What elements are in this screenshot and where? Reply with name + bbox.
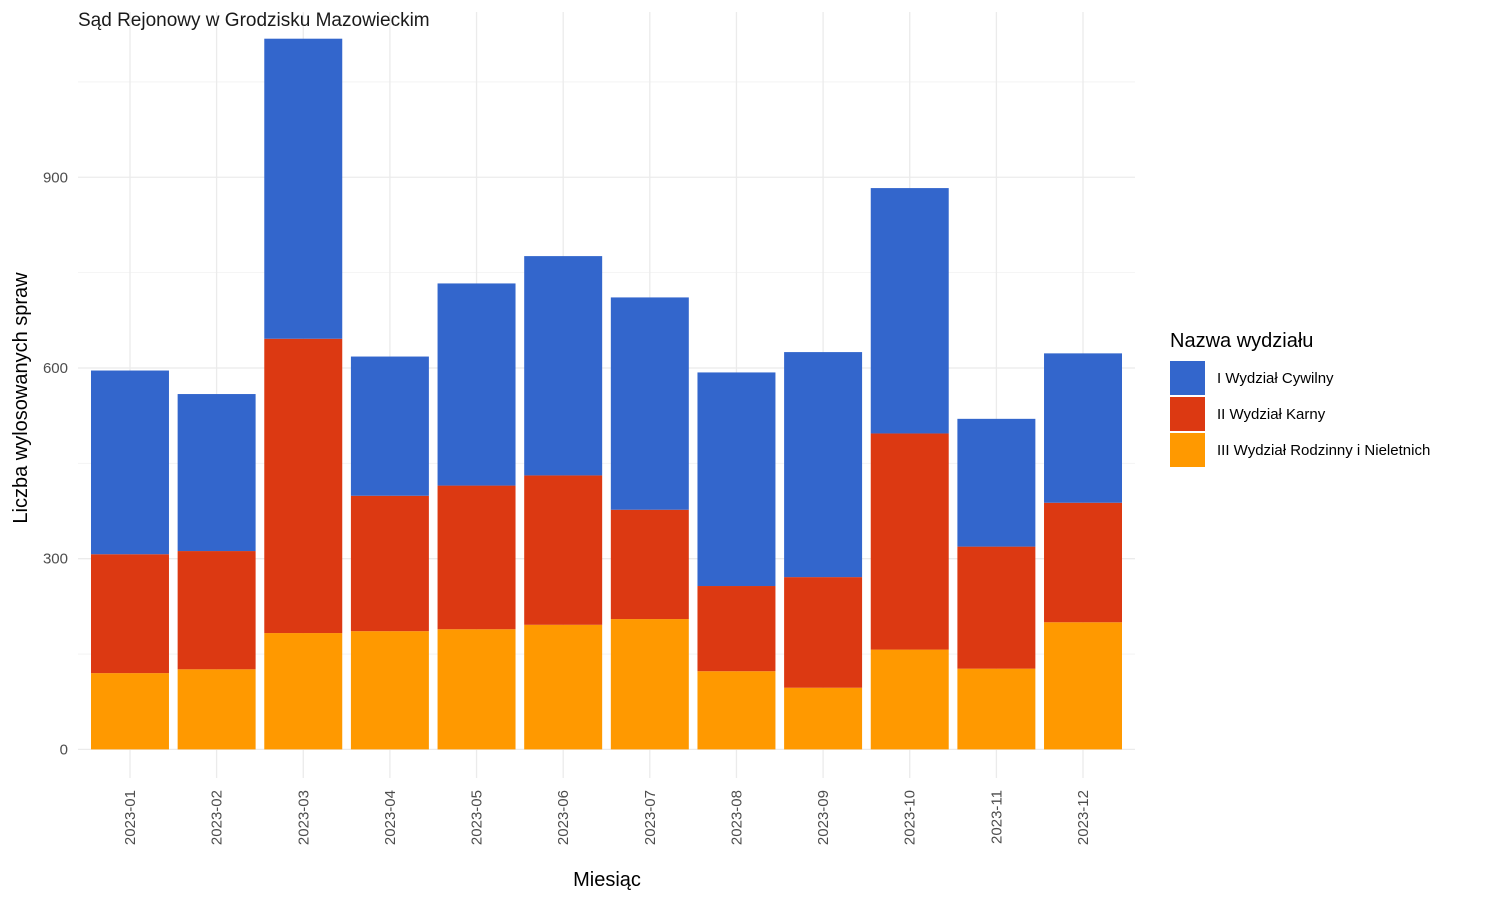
bar-segment (697, 586, 776, 672)
x-tick-label: 2023-08 (728, 790, 745, 845)
x-tick-label: 2023-06 (555, 790, 572, 845)
x-tick-label: 2023-09 (815, 790, 832, 845)
bars (90, 38, 1123, 750)
bar-segment (870, 188, 949, 434)
bar-segment (350, 356, 429, 496)
bar-segment (264, 38, 343, 339)
legend-label: II Wydział Karny (1217, 406, 1326, 423)
bar-segment (264, 338, 343, 634)
legend-title: Nazwa wydziału (1170, 330, 1313, 352)
bar-segment (177, 394, 256, 552)
bar-segment (177, 551, 256, 670)
bar-segment (90, 370, 169, 555)
x-tick-label: 2023-03 (295, 790, 312, 845)
y-axis-title: Liczba wylosowanych spraw (10, 272, 32, 524)
bar-segment (1044, 622, 1123, 750)
y-tick-label: 300 (43, 551, 68, 568)
legend-label: I Wydział Cywilny (1217, 370, 1334, 387)
bar-segment (1044, 353, 1123, 503)
bar-segment (610, 297, 689, 510)
x-tick-label: 2023-05 (469, 790, 486, 845)
chart-title: Sąd Rejonowy w Grodzisku Mazowieckim (78, 10, 430, 31)
x-tick-label: 2023-10 (902, 790, 919, 845)
bar-segment (610, 509, 689, 620)
bar-segment (1044, 502, 1123, 623)
bar-segment (697, 372, 776, 587)
bar-segment (610, 619, 689, 750)
x-tick-label: 2023-07 (642, 790, 659, 845)
x-tick-label: 2023-01 (122, 790, 139, 845)
bar-segment (524, 475, 603, 625)
legend-swatch (1170, 433, 1205, 467)
bar-segment (90, 554, 169, 674)
x-axis-title: Miesiąc (573, 869, 641, 891)
bar-segment (957, 668, 1036, 750)
y-tick-label: 900 (43, 169, 68, 186)
bar-segment (437, 629, 516, 750)
y-tick-label: 600 (43, 360, 68, 377)
bar-segment (437, 283, 516, 486)
bar-segment (957, 546, 1036, 669)
x-axis-ticks: 2023-01 2023-02 2023-03 2023-04 2023-05 2023-… (122, 790, 1092, 845)
bar-segment (870, 649, 949, 750)
bar-segment (264, 633, 343, 750)
bar-segment (697, 671, 776, 750)
legend-swatch (1170, 361, 1205, 395)
y-axis-ticks: 0 300 600 900 (43, 169, 68, 758)
x-tick-label: 2023-02 (209, 790, 226, 845)
legend-label: III Wydział Rodzinny i Nieletnich (1217, 442, 1430, 459)
x-tick-label: 2023-04 (382, 790, 399, 845)
bar-segment (784, 687, 863, 750)
x-tick-label: 2023-11 (988, 790, 1005, 844)
legend: Nazwa wydziału I Wydział Cywilny II Wydzi… (1170, 330, 1430, 467)
bar-segment (90, 673, 169, 750)
bar-segment (350, 495, 429, 632)
x-tick-label: 2023-12 (1075, 790, 1092, 845)
bar-segment (350, 631, 429, 750)
y-tick-label: 0 (60, 741, 68, 758)
bar-segment (437, 485, 516, 630)
legend-swatch (1170, 397, 1205, 431)
bar-segment (524, 256, 603, 476)
bar-segment (870, 433, 949, 650)
bar-segment (784, 352, 863, 578)
bar-segment (784, 577, 863, 688)
bar-segment (957, 418, 1036, 547)
bar-segment (177, 669, 256, 750)
bar-segment (524, 624, 603, 750)
